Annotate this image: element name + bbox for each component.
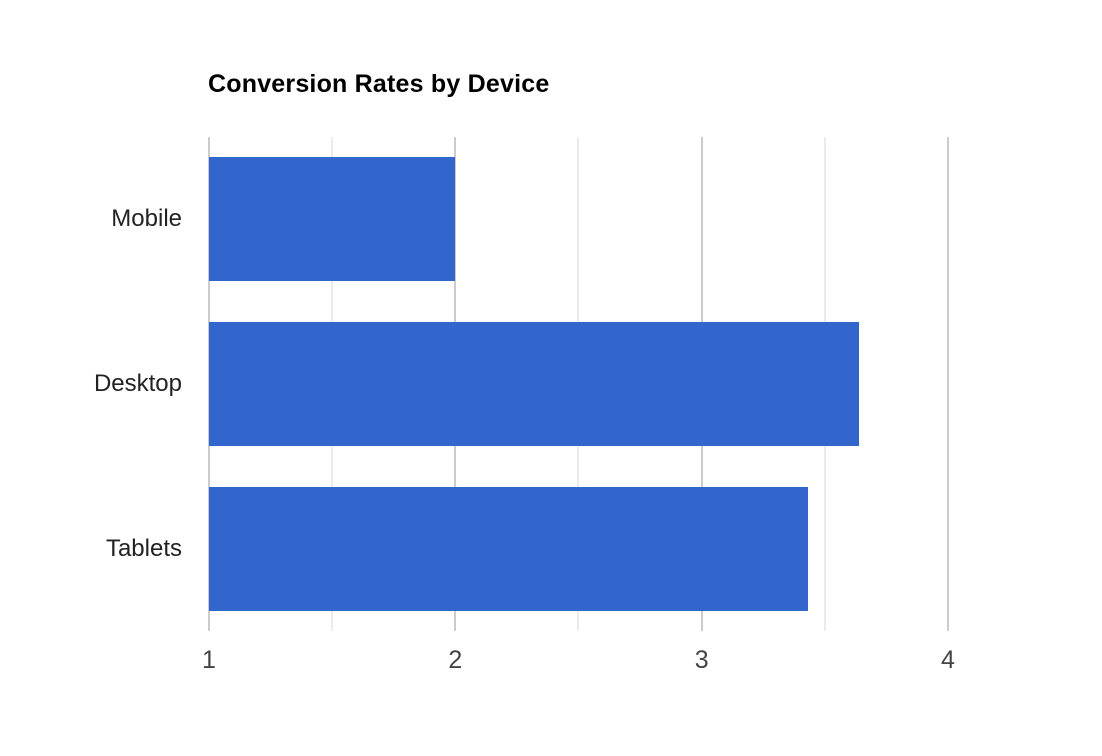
category-label-tablets: Tablets — [105, 534, 182, 562]
x-tick-label-2: 2 — [448, 646, 463, 674]
bars-layer — [209, 137, 1044, 631]
bar-tablets[interactable] — [209, 486, 808, 611]
x-tick-label-1: 1 — [202, 646, 216, 674]
major-gridline — [946, 137, 949, 631]
bar-desktop[interactable] — [209, 322, 860, 446]
x-tick-label-4: 4 — [941, 646, 955, 674]
category-label-desktop: Desktop — [93, 370, 182, 397]
plot-area — [208, 137, 1044, 631]
x-tick-label-3: 3 — [694, 646, 709, 674]
category-label-mobile: Mobile — [111, 205, 182, 233]
chart-title: Conversion Rates by Device — [208, 70, 550, 98]
bar-mobile[interactable] — [209, 157, 456, 282]
